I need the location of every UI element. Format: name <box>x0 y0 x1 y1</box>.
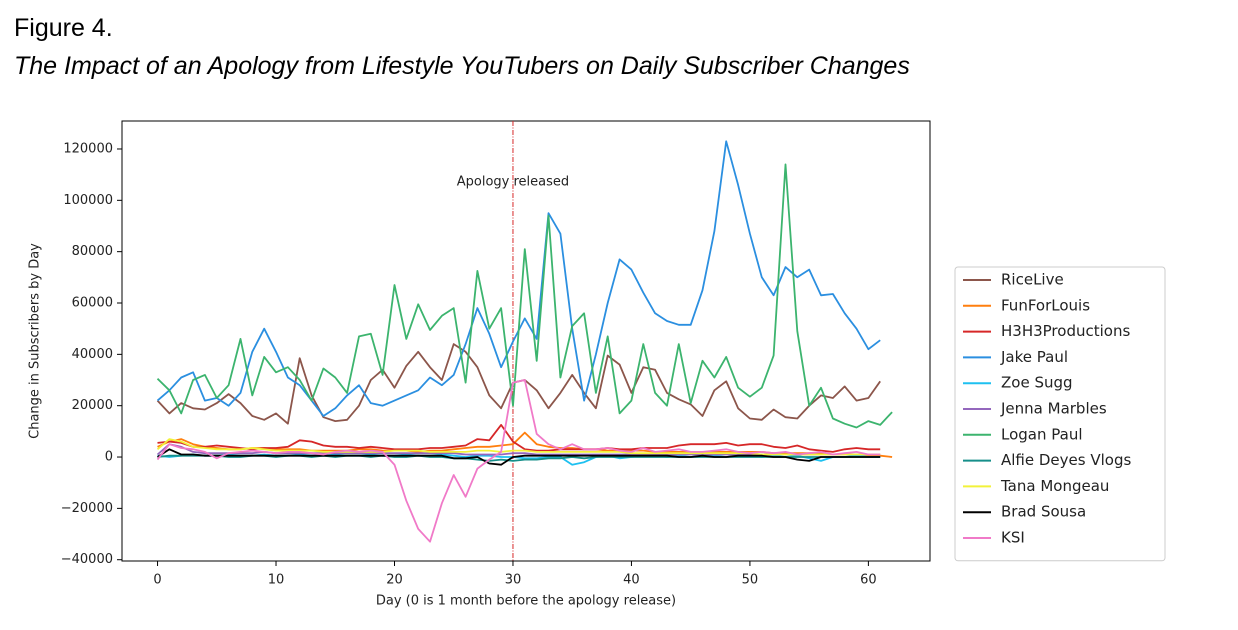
y-tick-label: 40000 <box>72 347 113 362</box>
legend-box <box>954 266 1166 562</box>
series-line <box>156 379 881 543</box>
figure-label: Figure 4. <box>14 14 113 42</box>
series-line <box>156 438 881 456</box>
annotation: Apology released <box>457 175 569 190</box>
legend-label: Logan Paul <box>1001 425 1083 443</box>
legend-label: RiceLive <box>1001 271 1064 289</box>
y-axis-label: Change in Subscribers by Day <box>28 243 43 439</box>
legend-label: FunForLouis <box>1001 296 1090 314</box>
legend-label: Alfie Deyes Vlogs <box>1001 451 1131 469</box>
series-line <box>156 163 893 429</box>
legend-label: Jenna Marbles <box>1000 400 1107 418</box>
legend-label: KSI <box>1001 529 1025 547</box>
y-tick-label: 80000 <box>72 244 113 259</box>
legend-label: H3H3Productions <box>1001 322 1130 340</box>
x-tick-label: 40 <box>623 573 640 588</box>
x-tick-label: 50 <box>742 573 759 588</box>
series-line <box>157 454 881 462</box>
series-line <box>157 448 881 466</box>
figure-title: The Impact of an Apology from Lifestyle … <box>14 52 910 80</box>
legend-label: Tana Mongeau <box>1000 477 1109 495</box>
x-axis-label: Day (0 is 1 month before the apology rel… <box>376 594 676 609</box>
y-tick-label: −20000 <box>61 501 113 516</box>
plot-area <box>121 120 931 562</box>
legend-label: Jake Paul <box>1000 348 1068 366</box>
y-tick-label: 100000 <box>63 193 113 208</box>
x-tick-label: 0 <box>153 573 161 588</box>
y-tick-label: 60000 <box>72 296 113 311</box>
x-tick-label: 10 <box>268 573 285 588</box>
legend-label: Brad Sousa <box>1001 503 1086 521</box>
series-line <box>157 424 881 453</box>
x-tick-label: 30 <box>505 573 522 588</box>
x-tick-label: 60 <box>860 573 877 588</box>
x-tick-label: 20 <box>386 573 403 588</box>
legend-label: Zoe Sugg <box>1001 374 1073 392</box>
y-tick-label: −40000 <box>61 552 113 567</box>
y-tick-label: 0 <box>105 450 113 465</box>
y-tick-label: 20000 <box>72 398 113 413</box>
y-tick-label: 120000 <box>63 141 113 156</box>
